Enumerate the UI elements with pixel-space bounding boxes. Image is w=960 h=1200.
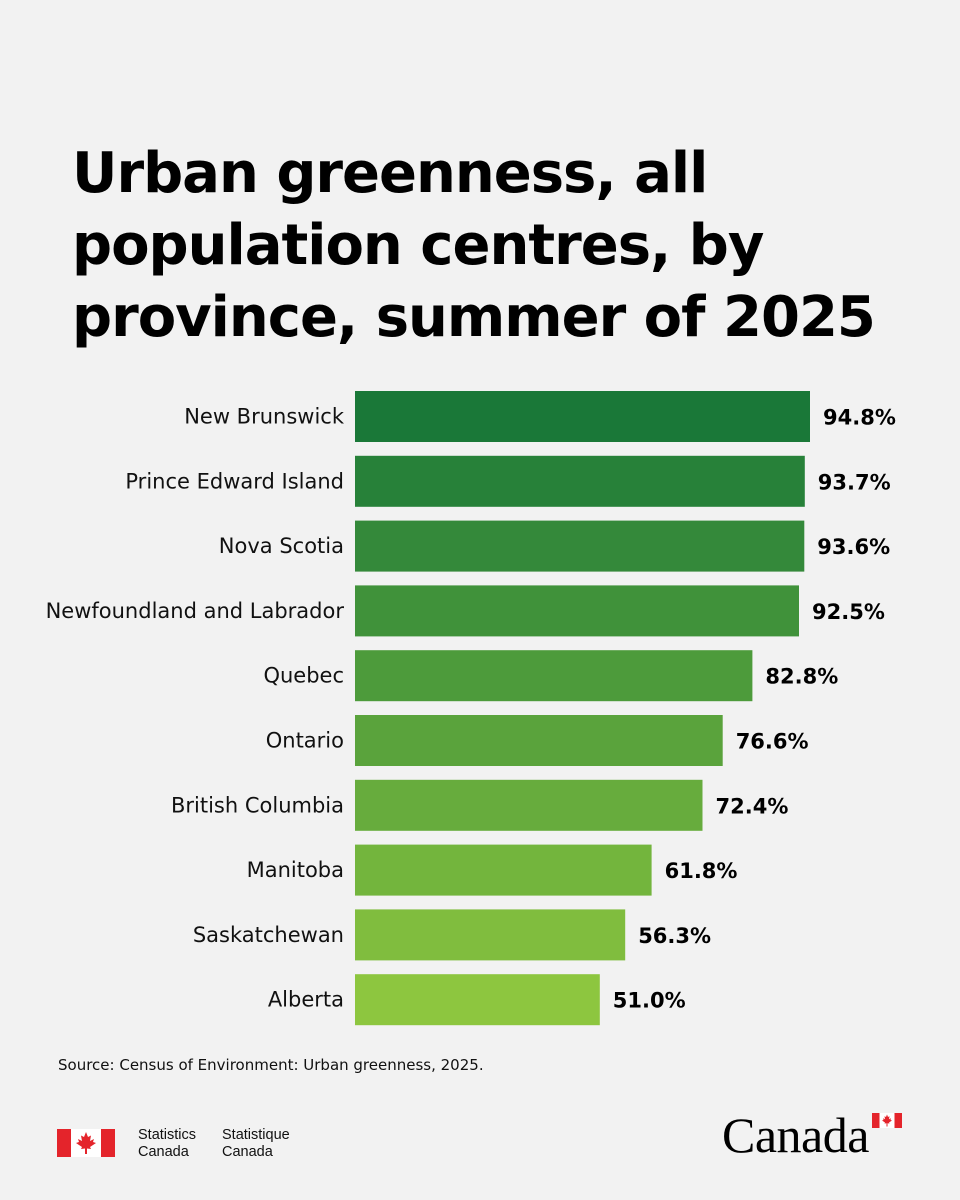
signature-french-line-2: Canada [222,1144,273,1160]
value-label: 76.6% [736,730,809,754]
canada-wordmark: Canada [722,1098,912,1168]
value-label: 93.7% [818,470,891,494]
category-label: Manitoba [247,858,344,882]
bar [355,455,805,507]
value-label: 82.8% [765,665,838,689]
bar-chart: New Brunswick 94.8% Prince Edward Island 93… [46,391,896,1026]
bar [355,585,799,637]
bar [355,779,703,831]
signature-english-line-1: Statistics [138,1127,197,1143]
category-label: Newfoundland and Labrador [46,599,345,623]
value-label: 61.8% [665,859,738,883]
category-label: Nova Scotia [219,534,344,558]
category-label: British Columbia [171,793,344,817]
bar [355,650,753,702]
value-label: 93.6% [817,535,890,559]
category-label: Alberta [268,988,344,1012]
bar [355,844,652,896]
signature-french: Statistique Canada [222,1127,290,1161]
canada-wordmark-text: Canada [722,1107,869,1163]
category-label: New Brunswick [184,405,345,429]
category-label: Prince Edward Island [125,469,344,493]
value-label: 92.5% [812,600,885,624]
value-label: 72.4% [716,794,789,818]
signature-english: Statistics Canada [138,1127,196,1161]
bar [355,909,626,961]
signature-french-line-1: Statistique [222,1127,290,1143]
category-label: Ontario [266,729,344,753]
value-label: 94.8% [823,406,896,430]
chart-title: Urban greenness, all population centres,… [72,141,876,350]
canada-flag-icon [57,1129,115,1157]
value-label: 51.0% [613,989,686,1013]
source-note: Source: Census of Environment: Urban gre… [58,1056,484,1074]
value-label: 56.3% [638,924,711,948]
signature-english-line-2: Canada [138,1144,189,1160]
category-label: Saskatchewan [193,923,344,947]
bar [355,715,723,766]
bar [355,520,805,572]
bar [355,391,810,442]
bar [355,974,600,1026]
category-label: Quebec [263,664,344,688]
wordmark-flag-icon [872,1113,902,1128]
